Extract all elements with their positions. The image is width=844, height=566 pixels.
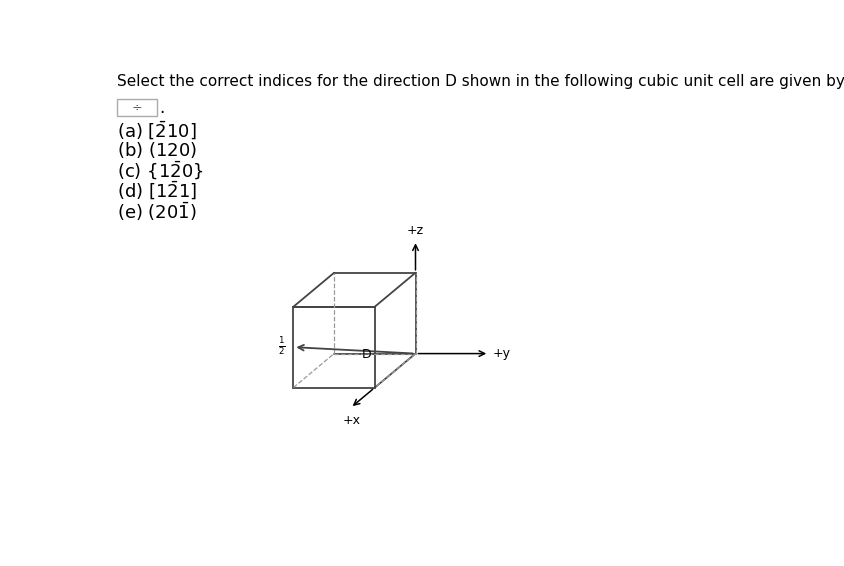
FancyBboxPatch shape	[117, 100, 158, 117]
Text: D: D	[362, 348, 372, 361]
Text: (b) $(120)$: (b) $(120)$	[117, 140, 197, 160]
Text: +x: +x	[343, 414, 361, 427]
Text: (e) $(20\bar{1})$: (e) $(20\bar{1})$	[117, 200, 197, 223]
Text: (a) $[\bar{2}10]$: (a) $[\bar{2}10]$	[117, 121, 197, 143]
Text: (c) $\{1\bar{2}0\}$: (c) $\{1\bar{2}0\}$	[117, 160, 203, 182]
Text: (d) $[1\bar{2}1]$: (d) $[1\bar{2}1]$	[117, 181, 197, 203]
Text: $\frac{1}{2}$: $\frac{1}{2}$	[279, 335, 285, 357]
Text: Select the correct indices for the direction D shown in the following cubic unit: Select the correct indices for the direc…	[117, 74, 844, 89]
Text: ÷: ÷	[132, 101, 143, 114]
Text: .: .	[159, 99, 165, 117]
Text: +y: +y	[493, 347, 511, 360]
Text: +z: +z	[407, 224, 424, 237]
